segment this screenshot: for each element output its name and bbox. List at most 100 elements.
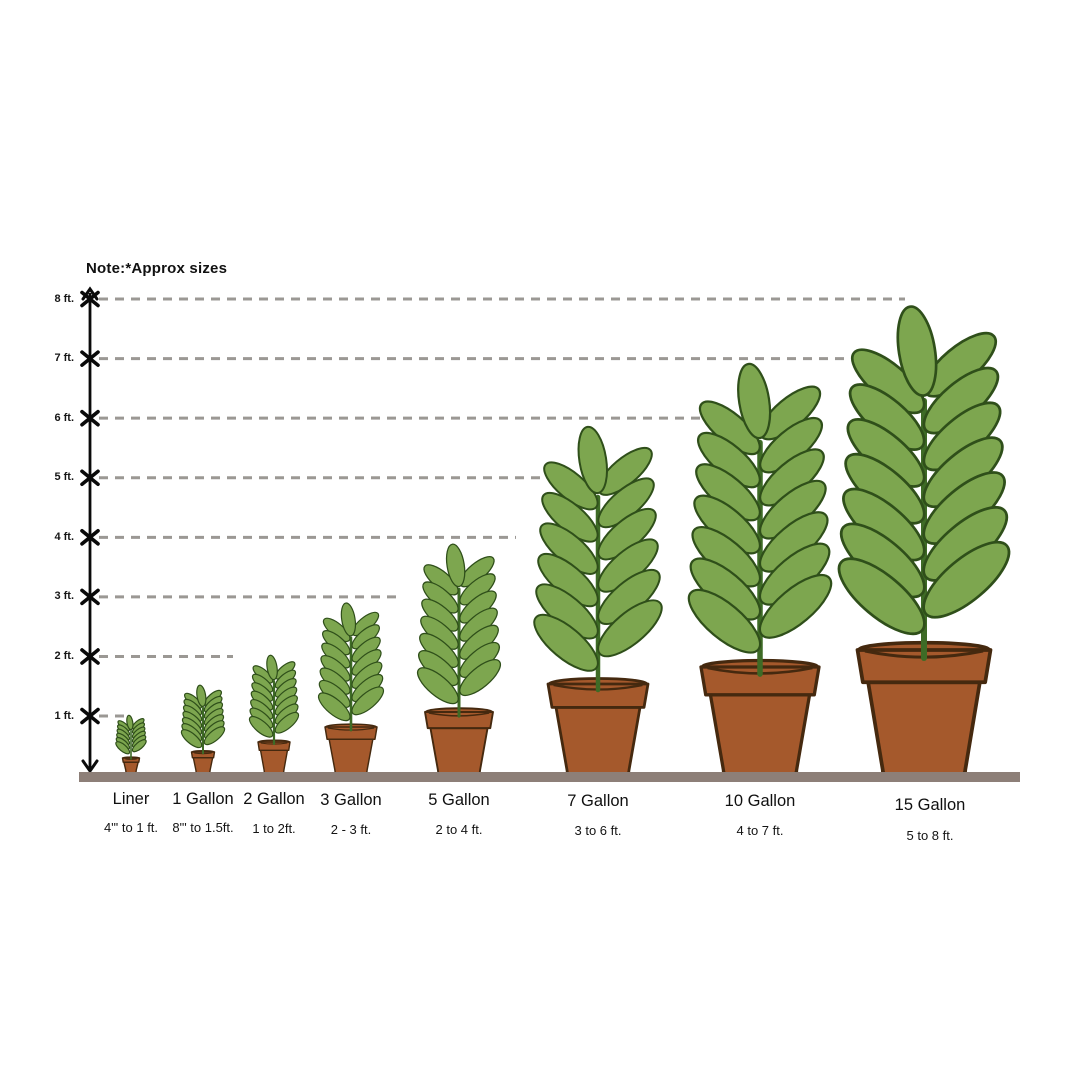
leaf-left (180, 729, 203, 749)
leaf-shape (758, 573, 833, 639)
leaf-shape (533, 613, 599, 672)
leaf-shape (266, 654, 278, 681)
axis-tick-2ft (80, 648, 233, 665)
plant-height-range-15-gallon: 5 to 8 ft. (906, 828, 954, 843)
axis-tick-5ft (80, 469, 545, 487)
leaf-shape (115, 741, 131, 755)
pot-body (708, 693, 812, 776)
leaf-right (131, 739, 147, 753)
plant-2-gallon (248, 654, 300, 775)
axis-tick-label-2ft: 2 ft. (54, 649, 74, 662)
leaf-shape (317, 692, 351, 722)
chart-note: Note:*Approx sizes (86, 260, 228, 277)
pot-body (866, 680, 982, 776)
leaf-left (687, 588, 762, 654)
leaf-right (758, 573, 833, 639)
leaf-top (737, 362, 772, 440)
plant-height-range-liner: 4"' to 1 ft. (103, 820, 159, 835)
tick-x-stroke (80, 409, 100, 427)
plant-size-label-15-gallon: 15 Gallon (894, 796, 966, 814)
pot-rim (855, 648, 993, 685)
tick-x-stroke (80, 588, 100, 606)
axis-tick-7ft (80, 350, 845, 367)
leaf-shape (351, 686, 385, 716)
axis-tick-6ft (80, 409, 705, 427)
leaf-shape (180, 729, 203, 749)
leaves-5-gallon (416, 543, 502, 705)
plant-1-gallon (180, 684, 226, 775)
tick-x-stroke (80, 529, 100, 546)
leaf-top (340, 602, 357, 637)
leaf-shape (577, 425, 608, 495)
plant-height-range-2-gallon: 1 to 2ft. (252, 821, 296, 836)
leaf-left (416, 667, 459, 705)
plant-height-range-1-gallon: 8"' to 1.5ft. (172, 820, 234, 835)
leaf-left (248, 715, 274, 738)
leaf-shape (340, 602, 357, 637)
leaves-15-gallon (837, 305, 1011, 636)
leaf-shape (131, 739, 147, 753)
leaf-left (115, 741, 131, 755)
axis-tick-label-7ft: 7 ft. (54, 352, 74, 365)
leaf-left (317, 692, 351, 722)
pot-7-gallon (546, 677, 650, 776)
height-axis (80, 286, 905, 774)
leaf-right (351, 686, 385, 716)
pot-body (429, 727, 489, 775)
leaf-top (577, 425, 608, 495)
pot-rim (324, 726, 378, 740)
leaf-shape (459, 659, 502, 697)
pot-rim (699, 665, 821, 697)
pot-body (554, 706, 642, 776)
axis-tick-1ft (80, 707, 124, 725)
leaf-left (837, 557, 926, 636)
leaf-right (459, 659, 502, 697)
plant-height-range-7-gallon: 3 to 6 ft. (574, 823, 622, 838)
leaf-shape (274, 711, 300, 734)
leaves-1-gallon (180, 684, 226, 749)
leaf-top (445, 543, 466, 588)
plant-10-gallon (687, 362, 833, 776)
leaves-10-gallon (687, 362, 833, 654)
leaf-top (126, 714, 134, 731)
leaf-shape (837, 557, 926, 636)
leaf-left (533, 613, 599, 672)
leaf-shape (922, 540, 1011, 619)
plant-height-range-3-gallon: 2 - 3 ft. (330, 822, 372, 837)
pot-body (259, 749, 289, 775)
leaf-right (203, 726, 226, 746)
plant-3-gallon (317, 602, 385, 775)
axis-tick-label-1ft: 1 ft. (54, 709, 74, 722)
leaf-shape (416, 667, 459, 705)
pot-2-gallon (257, 739, 291, 775)
leaf-top (196, 684, 207, 708)
plant-size-label-liner: Liner (112, 790, 150, 808)
pot-body (328, 738, 374, 775)
leaf-shape (203, 726, 226, 746)
pot-3-gallon (324, 723, 378, 775)
pot-body (192, 757, 214, 775)
plant-size-label-2-gallon: 2 Gallon (243, 790, 305, 808)
leaf-top (266, 654, 278, 681)
leaf-shape (196, 684, 207, 708)
pot-rim (546, 682, 650, 709)
plant-size-label-10-gallon: 10 Gallon (724, 792, 796, 810)
plant-7-gallon (533, 425, 663, 776)
axis-tick-4ft (80, 529, 516, 546)
leaf-right (922, 540, 1011, 619)
axis-tick-label-6ft: 6 ft. (54, 411, 74, 424)
leaf-shape (248, 715, 274, 738)
leaf-shape (126, 714, 134, 731)
plant-5-gallon (416, 543, 502, 775)
axis-arrow-down (81, 759, 99, 774)
plant-size-label-3-gallon: 3 Gallon (320, 791, 382, 809)
leaf-right (597, 599, 663, 658)
tick-x-stroke (80, 350, 100, 367)
leaves-3-gallon (317, 602, 385, 722)
pot-5-gallon (424, 707, 494, 775)
axis-tick-label-5ft: 5 ft. (54, 471, 74, 484)
pot-15-gallon (855, 640, 993, 776)
pot-10-gallon (699, 658, 821, 776)
